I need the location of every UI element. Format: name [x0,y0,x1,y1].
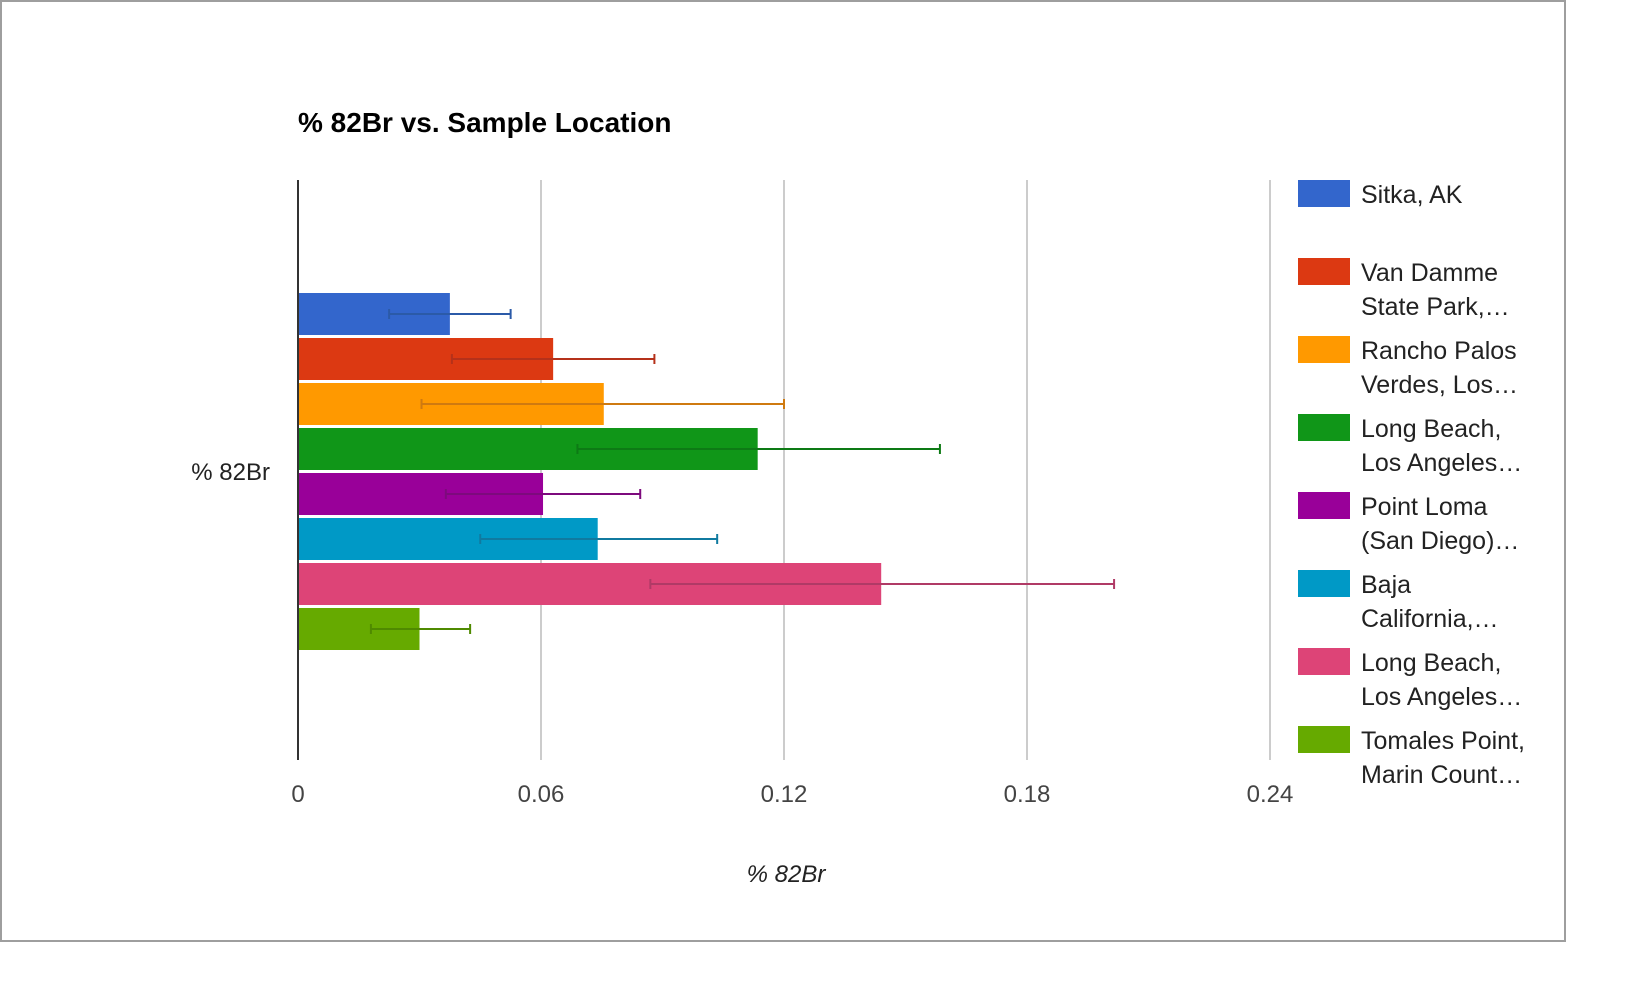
legend-label: Los Angeles… [1361,683,1522,711]
y-category-label: % 82Br [191,459,270,486]
legend-swatch [1298,414,1350,441]
legend-swatch [1298,492,1350,519]
error-bars-group [369,309,1116,634]
legend-swatch [1298,648,1350,675]
chart-title: % 82Br vs. Sample Location [298,107,671,138]
legend-label: State Park,… [1361,293,1510,321]
x-tick-labels: 0 0.06 0.12 0.18 0.24 [291,781,1293,808]
legend-swatch [1298,336,1350,363]
legend-label: Los Angeles… [1361,449,1522,477]
legend-swatch [1298,726,1350,753]
x-tick-label: 0.24 [1247,781,1294,808]
legend-label: Tomales Point, [1361,727,1525,755]
legend-label: (San Diego)… [1361,527,1519,555]
legend-label: Point Loma [1361,493,1488,521]
legend-label: Long Beach, [1361,649,1501,677]
legend-label: Marin Count… [1361,761,1522,789]
legend-label: Long Beach, [1361,415,1501,443]
x-tick-label: 0.18 [1004,781,1051,808]
x-axis-title: % 82Br [747,861,827,888]
legend-swatch [1298,570,1350,597]
legend-swatch [1298,258,1350,285]
x-tick-label: 0.12 [761,781,808,808]
legend-label: California,… [1361,605,1499,633]
legend-swatch [1298,180,1350,207]
x-tick-label: 0 [291,781,304,808]
legend-label: Baja [1361,571,1411,599]
legend-label: Sitka, AK [1361,181,1463,209]
x-tick-label: 0.06 [518,781,565,808]
legend-label: Verdes, Los… [1361,371,1518,399]
legend: Sitka, AK Van Damme State Park,… Rancho Pal… [1298,180,1525,789]
legend-label: Rancho Palos [1361,337,1517,365]
legend-label: Van Damme [1361,259,1498,287]
